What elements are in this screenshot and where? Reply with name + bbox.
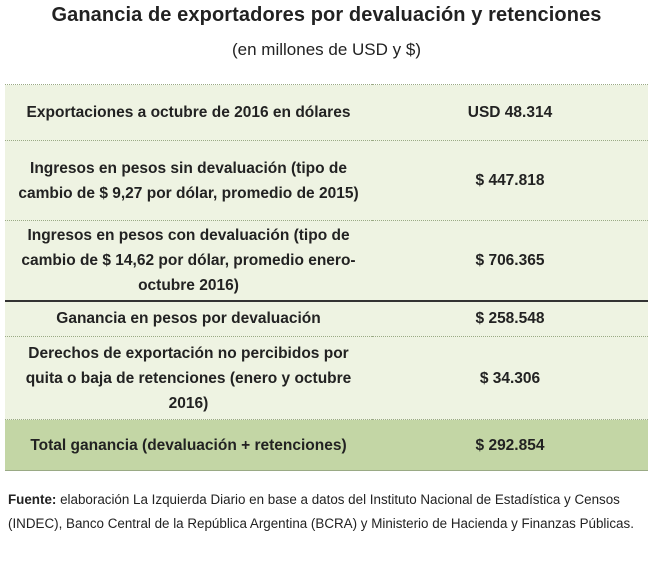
row-value: $ 258.548	[475, 310, 545, 328]
page-title: Ganancia de exportadores por devaluación…	[51, 4, 602, 26]
row-value: $ 706.365	[475, 251, 545, 269]
table-row-sin-devaluacion: Ingresos en pesos sin devaluación (tipo …	[5, 140, 648, 221]
row-value: $ 292.854	[475, 436, 545, 454]
row-value: USD 48.314	[467, 104, 553, 121]
source-text: elaboración La Izquierda Diario en base …	[8, 492, 634, 531]
row-value: $ 34.306	[479, 369, 541, 387]
row-value: $ 447.818	[475, 172, 545, 189]
source-note: Fuente: elaboración La Izquierda Diario …	[8, 488, 648, 536]
table-row-ganancia-devaluacion: Ganancia en pesos por devaluación $ 258.…	[5, 300, 648, 337]
row-label: Exportaciones a octubre de 2016 en dólar…	[26, 104, 351, 121]
data-table: Exportaciones a octubre de 2016 en dólar…	[5, 84, 648, 471]
row-label: Ingresos en pesos con devaluación (tipo …	[21, 226, 356, 294]
row-label: Total ganancia (devaluación + retencione…	[30, 436, 347, 454]
source-prefix: Fuente:	[8, 492, 57, 507]
table-row-con-devaluacion: Ingresos en pesos con devaluación (tipo …	[5, 220, 648, 301]
table-row-total: Total ganancia (devaluación + retencione…	[5, 419, 648, 471]
table-row-exportaciones: Exportaciones a octubre de 2016 en dólar…	[5, 84, 648, 141]
row-label: Ganancia en pesos por devaluación	[56, 310, 321, 328]
page-subtitle: (en millones de USD y $)	[232, 40, 421, 59]
row-label: Ingresos en pesos sin devaluación (tipo …	[18, 159, 359, 202]
row-label: Derechos de exportación no percibidos po…	[25, 344, 352, 412]
table-row-derechos-exportacion: Derechos de exportación no percibidos po…	[5, 336, 648, 420]
